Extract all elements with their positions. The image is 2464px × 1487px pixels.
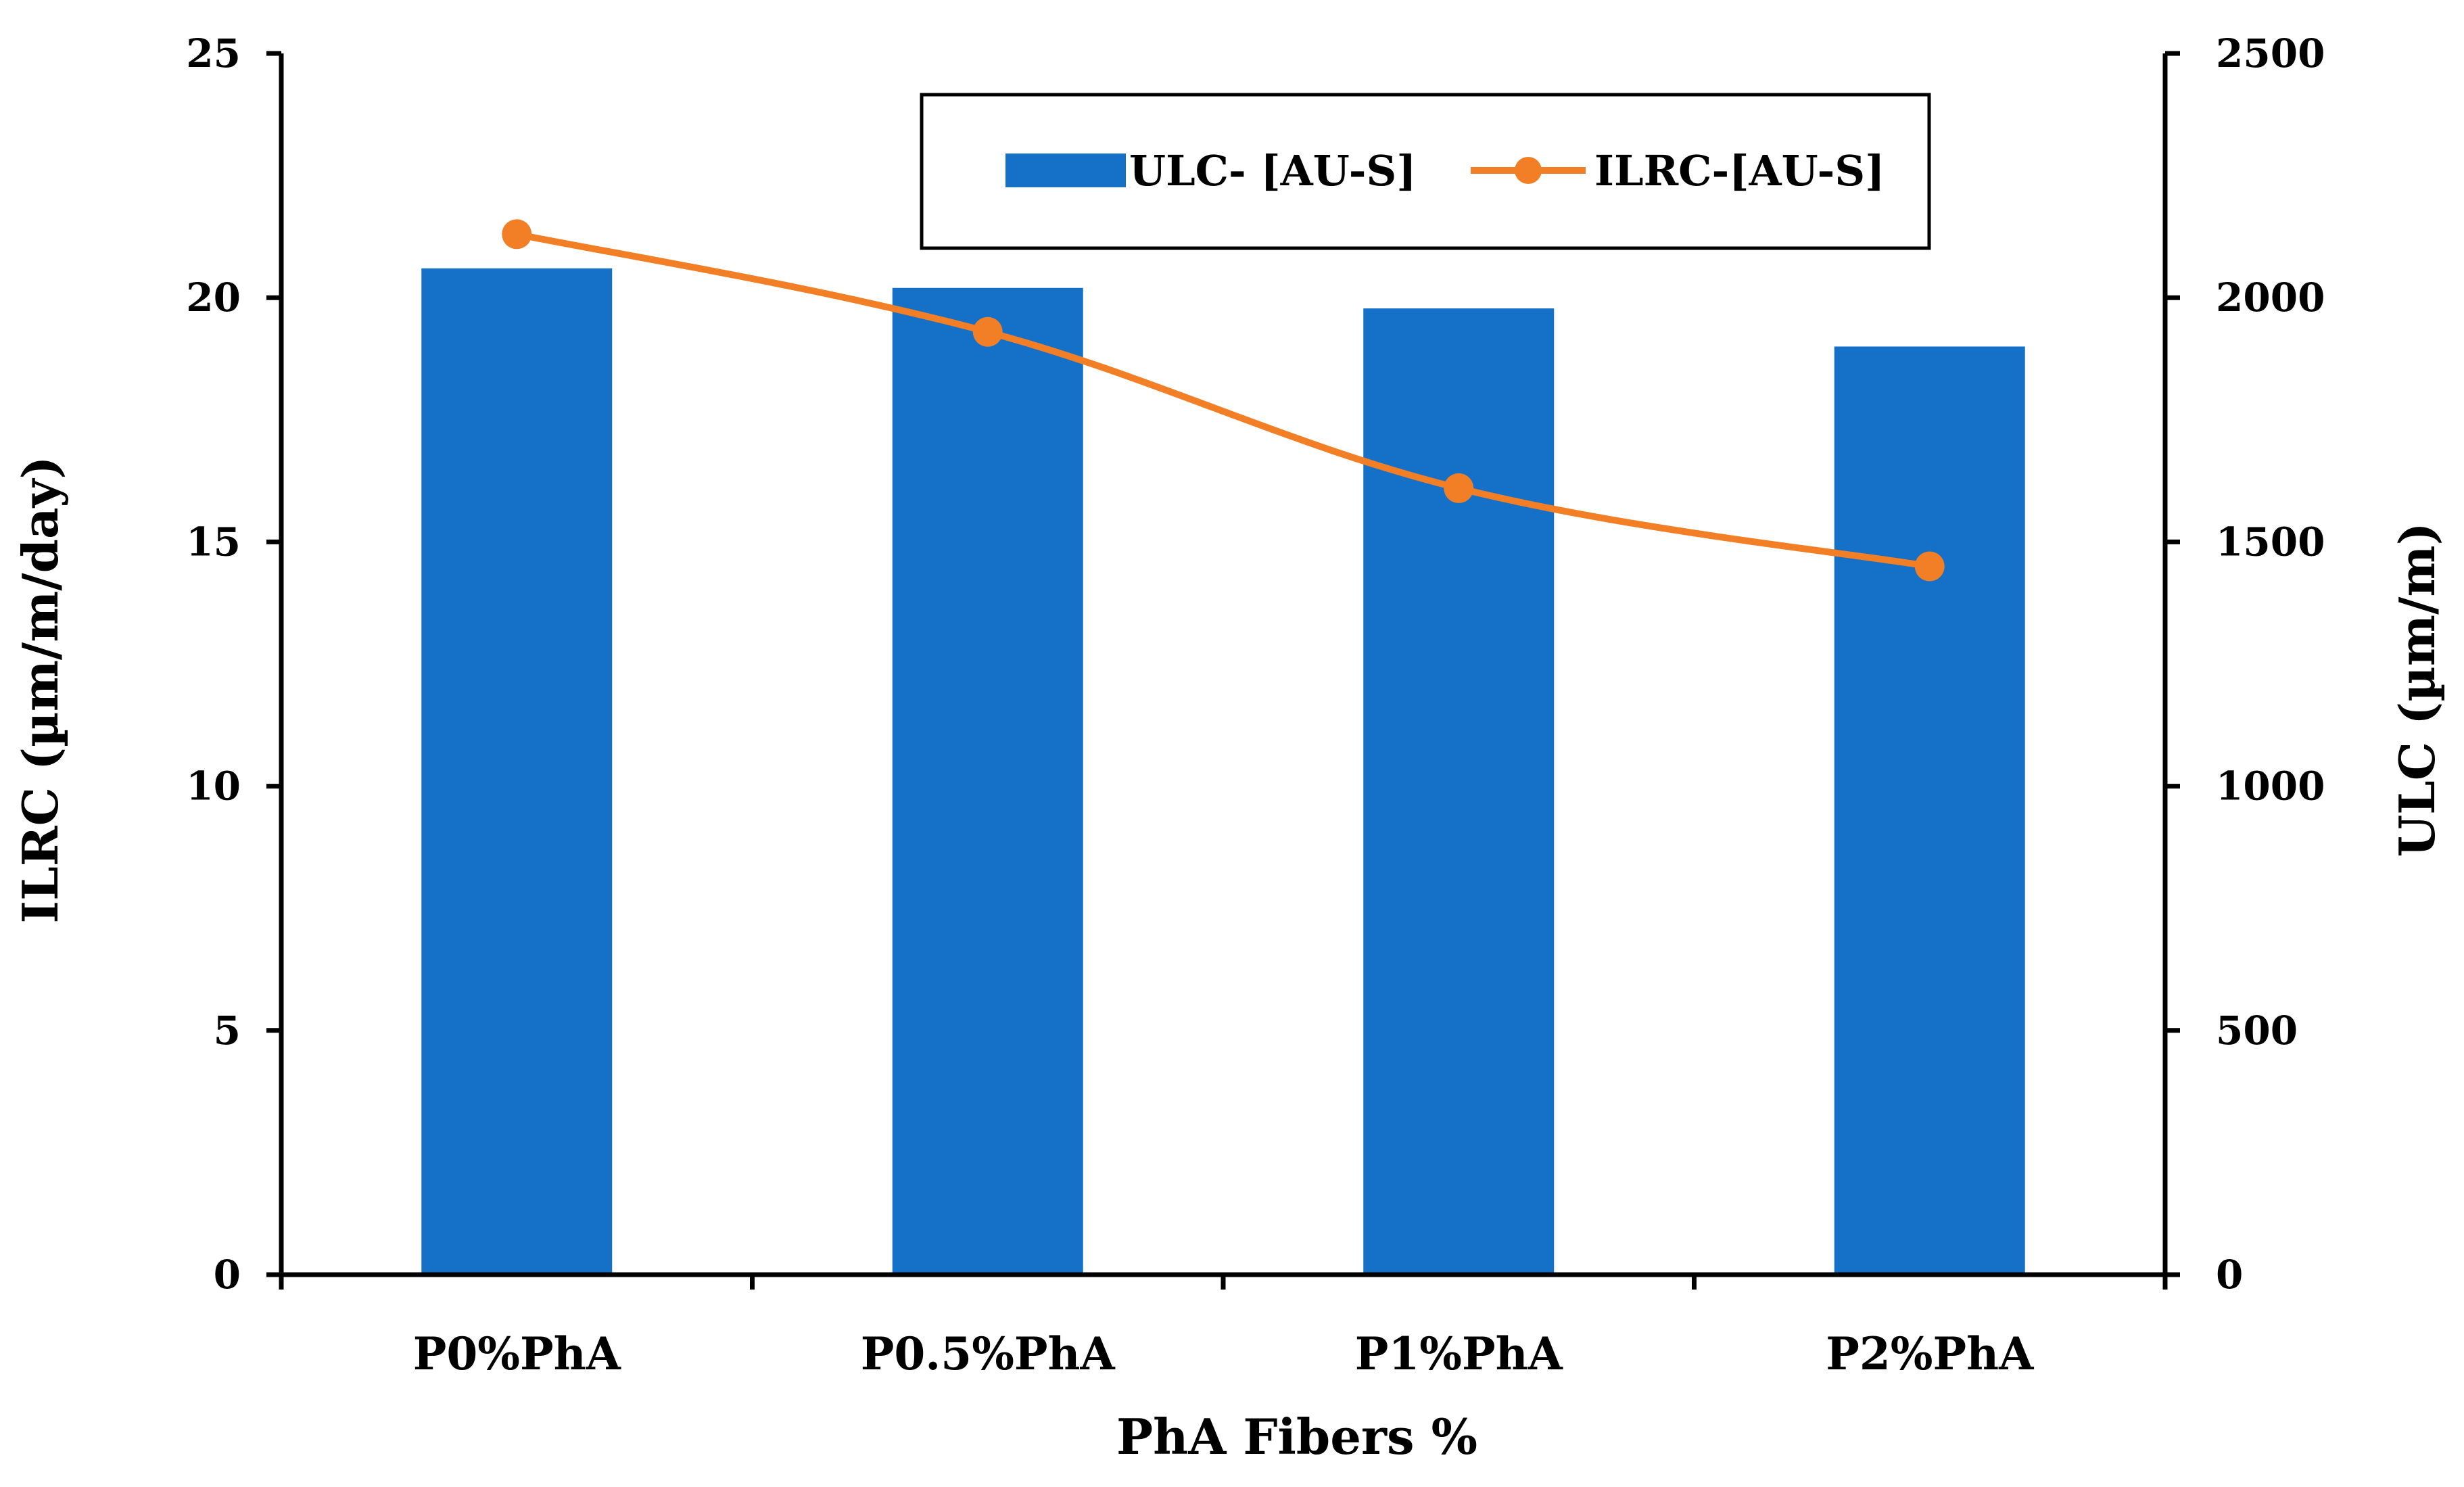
y-left-tick-label: 15 xyxy=(186,519,241,565)
y-right-tick-label: 500 xyxy=(2216,1008,2298,1054)
bar-P0.5%PhA xyxy=(892,287,1083,1275)
y-left-tick-label: 5 xyxy=(214,1008,241,1054)
y-right-tick-label: 1000 xyxy=(2216,763,2325,809)
ilrc-line xyxy=(516,231,1930,570)
y-right-tick-label: 2500 xyxy=(2216,30,2325,76)
y-left-tick-label: 10 xyxy=(186,763,241,809)
y-right-tick-label: 2000 xyxy=(2216,275,2325,321)
axes xyxy=(266,51,2180,1290)
ilrc-point-P1%PhA xyxy=(1444,473,1474,503)
x-category-label: P0.5%PhA xyxy=(861,1327,1116,1380)
legend-label-ilrc: ILRC-[AU-S] xyxy=(1594,146,1885,195)
y-left-tick-label: 20 xyxy=(186,275,241,321)
ilrc-point-P2%PhA xyxy=(1914,551,1945,582)
line-series-ilrc xyxy=(502,219,1945,582)
bar-P2%PhA xyxy=(1834,346,2025,1275)
y-axis-left-title: ILRC (µm/m/day) xyxy=(11,456,69,923)
tick-labels: 0 5 10 15 20 25 0 500 1000 1500 2000 2500 P0%PhA P0.5… xyxy=(186,30,2325,1380)
bar-series-ulc xyxy=(421,268,2025,1275)
y-left-tick-label: 25 xyxy=(186,30,241,76)
y-left-tick-label: 0 xyxy=(214,1252,241,1298)
legend: ULC- [AU-S] ILRC-[AU-S] xyxy=(920,93,1931,250)
y-right-tick-label: 0 xyxy=(2216,1252,2243,1298)
y-right-tick-label: 1500 xyxy=(2216,519,2325,565)
legend-swatch-ulc xyxy=(1005,154,1126,187)
x-category-label: P2%PhA xyxy=(1826,1327,2034,1380)
bar-P1%PhA xyxy=(1363,308,1555,1275)
y-axis-right-title: ULC (µm/m) xyxy=(2388,522,2446,857)
ilrc-point-P0.5%PhA xyxy=(972,316,1003,347)
x-category-label: P0%PhA xyxy=(413,1327,621,1380)
x-category-label: P1%PhA xyxy=(1355,1327,1563,1380)
legend-marker-ilrc xyxy=(1515,157,1542,184)
legend-label-ulc: ULC- [AU-S] xyxy=(1129,146,1417,195)
ilrc-point-P0%PhA xyxy=(502,219,532,250)
bar-P0%PhA xyxy=(421,268,613,1275)
x-axis-title: PhA Fibers % xyxy=(1116,1408,1477,1465)
